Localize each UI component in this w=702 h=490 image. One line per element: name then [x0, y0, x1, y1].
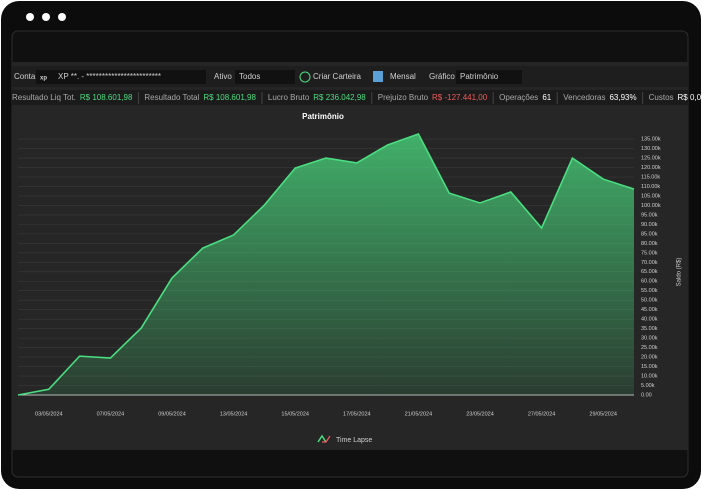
account-logo: xp [40, 76, 47, 82]
period[interactable]: Mensal [390, 72, 416, 81]
asset-select[interactable] [235, 70, 295, 84]
stat-label: Prejuizo Bruto [378, 93, 429, 102]
asset: Todos [239, 72, 260, 81]
create-icon[interactable] [299, 71, 311, 83]
y-tick-label: 135.00k [641, 137, 661, 143]
stat-value: R$ 108.601,98 [80, 93, 133, 102]
stats: Resultado Liq Tot. R$ 108.601,98 Resultado… [12, 92, 702, 104]
chart-label: Gráfico [429, 72, 455, 81]
account: XP **. - ************************ [58, 72, 161, 81]
y-tick-label: 10.00k [641, 373, 658, 379]
window-dot [26, 13, 34, 21]
chart-select-value: Patrimônio [460, 72, 499, 81]
stat-value: R$ 0,00 [678, 93, 702, 102]
x-tick-label: 23/05/2024 [466, 411, 494, 417]
y-tick-label: 125.00k [641, 155, 661, 161]
x-tick-label: 17/05/2024 [343, 411, 371, 417]
stats-bar [12, 90, 688, 105]
y-tick-label: 0.00 [641, 392, 652, 398]
y-tick-label: 85.00k [641, 231, 658, 237]
stat-label: Resultado Liq Tot. [12, 93, 76, 102]
account-label: Conta [14, 72, 36, 81]
y-tick-label: 120.00k [641, 165, 661, 171]
y-tick-label: 40.00k [641, 317, 658, 323]
y-tick-label: 50.00k [641, 298, 658, 304]
y-tick-label: 110.00k [641, 184, 660, 190]
stat-value: 63,93% [609, 93, 636, 102]
y-tick-label: 45.00k [641, 307, 658, 313]
y-tick-label: 100.00k [641, 203, 661, 209]
stat-label: Resultado Total [144, 93, 199, 102]
stat-label: Vencedoras [563, 93, 605, 102]
stat-value: R$ 108.601,98 [203, 93, 256, 102]
stat-value: R$ -127.441,00 [432, 93, 488, 102]
y-tick-label: 65.00k [641, 269, 658, 275]
y-tick-label: 115.00k [641, 174, 660, 180]
x-tick-label: 29/05/2024 [589, 411, 617, 417]
chart-title: Patrimônio [302, 112, 344, 121]
y-tick-label: 95.00k [641, 212, 658, 218]
y-tick-label: 20.00k [641, 355, 658, 361]
stat-label: Lucro Bruto [268, 93, 310, 102]
calendar-icon[interactable] [373, 71, 383, 82]
asset-label: Ativo [214, 72, 232, 81]
account-select[interactable] [36, 70, 206, 84]
create-button[interactable]: Criar Carteira [313, 72, 362, 81]
area-line [17, 132, 635, 396]
y-axis-label: Saldo (R$) [677, 258, 683, 287]
y-tick-label: 105.00k [641, 193, 661, 199]
plot: 0.00 5.00k 10.00k 15.00k 20.00k 25.00k 30.00k 3… [17, 132, 661, 444]
stat-value: R$ 236.042,98 [313, 93, 366, 102]
y-tick-label: 80.00k [641, 241, 658, 247]
y-tick-label: 35.00k [641, 326, 658, 332]
y-tick-label: 15.00k [641, 364, 658, 370]
y-tick-label: 75.00k [641, 250, 658, 256]
window-dot [42, 13, 50, 21]
legend-label: Time Lapse [336, 437, 372, 444]
y-tick-label: 130.00k [641, 146, 661, 152]
stat-label: Custos [649, 93, 674, 102]
stat-label: Operações [499, 93, 538, 102]
y-tick-label: 70.00k [641, 260, 658, 266]
window-dot [58, 13, 66, 21]
stat-value: 61 [542, 93, 551, 102]
legend-icon [317, 434, 327, 443]
x-tick-label: 15/05/2024 [281, 411, 309, 417]
x-tick-label: 09/05/2024 [158, 411, 186, 417]
y-tick-label: 90.00k [641, 222, 658, 228]
x-tick-label: 03/05/2024 [35, 411, 63, 417]
x-tick-label: 27/05/2024 [528, 411, 556, 417]
legend-icon [322, 435, 331, 443]
y-tick-label: 25.00k [641, 345, 658, 351]
x-tick-label: 07/05/2024 [97, 411, 125, 417]
y-tick-label: 30.00k [641, 336, 658, 342]
y-tick-label: 55.00k [641, 288, 658, 294]
chart-select[interactable] [456, 70, 522, 84]
x-tick-label: 13/05/2024 [220, 411, 248, 417]
area-fill [18, 133, 634, 395]
y-tick-label: 5.00k [641, 383, 655, 389]
x-tick-label: 21/05/2024 [405, 411, 433, 417]
y-tick-label: 60.00k [641, 279, 658, 285]
